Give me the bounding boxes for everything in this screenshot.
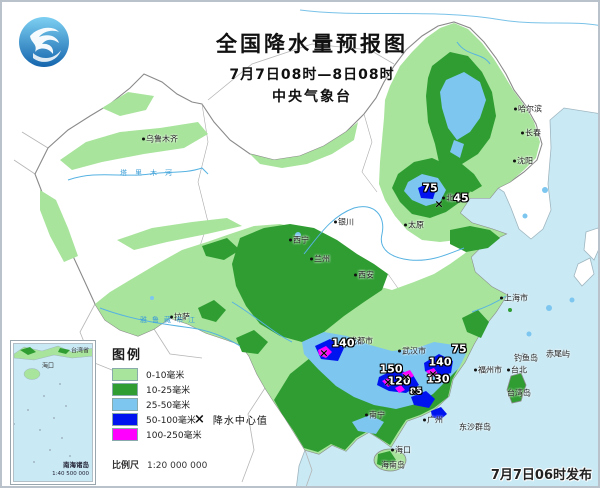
inset-haikou-label: 海口	[41, 362, 55, 370]
map-subtitle: 7月7日08时—8日08时	[229, 67, 395, 83]
rain-100-250-layer	[318, 346, 438, 393]
legend-item: 100-250毫米	[102, 427, 202, 442]
legend-center-marker: × 降水中心值	[194, 412, 268, 427]
precip-center-label: 降水中心值	[212, 416, 268, 427]
legend-swatch	[112, 428, 138, 441]
rain-25-50-layer	[150, 72, 575, 434]
rivers	[67, 41, 507, 347]
legend-swatch	[112, 383, 138, 396]
taiwan-island	[506, 372, 527, 404]
south-china-sea-inset: 海口 台湾省 南海诸岛 1:40 500 000	[10, 340, 96, 485]
release-time: 7月7日06时发布	[490, 468, 592, 483]
legend-swatch	[112, 413, 138, 426]
legend-panel: 图例 0-10毫米 10-25毫米 25-50毫米 50-100毫米 100-250毫米	[102, 344, 202, 442]
map-title: 全国降水量预报图	[216, 32, 408, 56]
legend-item: 0-10毫米	[102, 367, 202, 382]
legend-swatch	[112, 368, 138, 381]
legend-item: 10-25毫米	[102, 382, 202, 397]
map-scale: 比例尺 1:20 000 000	[112, 461, 208, 471]
legend-title: 图例	[112, 348, 143, 363]
legend-item-label: 50-100毫米	[146, 416, 196, 426]
map-agency: 中央气象台	[272, 89, 352, 105]
inset-taiwan-label: 台湾省	[70, 347, 90, 355]
legend-item-label: 100-250毫米	[146, 431, 202, 441]
legend-item: 50-100毫米	[102, 412, 202, 427]
legend-items: 0-10毫米 10-25毫米 25-50毫米 50-100毫米 100-250毫米	[102, 367, 202, 442]
precip-center-x-icon: ×	[194, 412, 205, 427]
weather-china-logo	[18, 16, 70, 68]
inset-title: 南海诸岛	[63, 461, 89, 469]
legend-item-label: 25-50毫米	[146, 401, 191, 411]
inset-scale: 1:40 500 000	[52, 471, 89, 477]
legend-item: 25-50毫米	[102, 397, 202, 412]
legend-swatch	[112, 398, 138, 411]
inset-map	[14, 344, 92, 481]
legend-item-label: 10-25毫米	[146, 386, 191, 396]
legend-item-label: 0-10毫米	[146, 371, 185, 381]
